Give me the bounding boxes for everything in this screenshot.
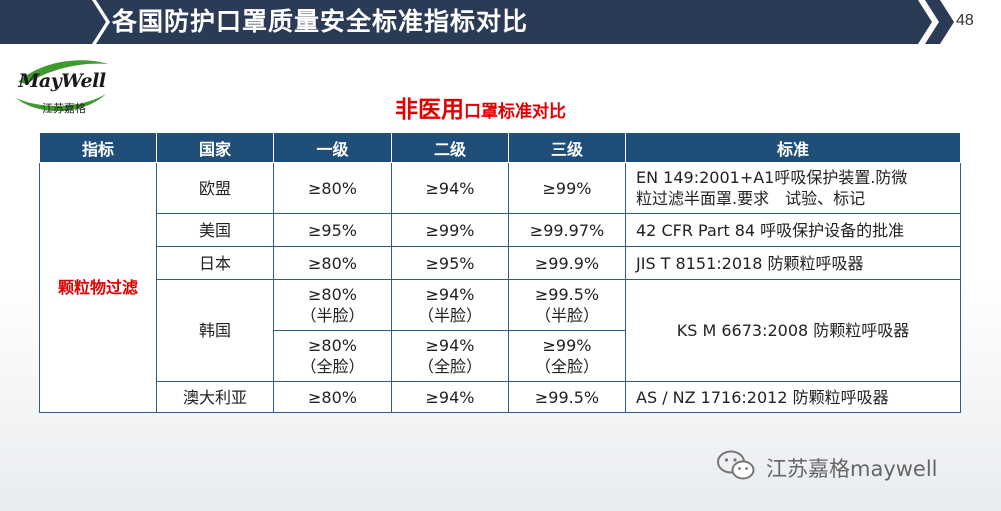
level-3-cell: ≥99% （全脸） [508,330,626,382]
standard-cell: KS M 6673:2008 防颗粒呼吸器 [625,279,961,382]
standard-line-2: 粒过滤半面罩.要求 试验、标记 [636,189,866,208]
table-header-row: 指标 国家 一级 二级 三级 标准 [39,132,961,163]
header-level-1: 一级 [273,132,392,163]
company-logo: MayWell 江苏嘉格 [12,54,112,122]
level-1-cell: ≥80% （半脸） [273,279,392,331]
level-note: （全脸） [417,357,482,376]
standard-cell: 42 CFR Part 84 呼吸保护设备的批准 [625,213,961,247]
standard-cell: JIS T 8151:2018 防颗粒呼吸器 [625,246,961,280]
level-value: ≥80% [308,336,357,355]
level-1-cell: ≥80% [273,381,392,413]
table-row: 美国 ≥95% ≥99% ≥99.97% 42 CFR Part 84 呼吸保护… [40,213,961,247]
level-value: ≥94% [425,285,475,304]
level-2-cell: ≥94% （全脸） [391,330,509,382]
level-note: （全脸） [300,357,365,376]
level-2-cell: ≥94% （半脸） [391,279,509,331]
header-standard: 标准 [625,132,961,163]
header-indicator: 指标 [39,132,157,163]
table-row: 颗粒物过滤 欧盟 ≥80% ≥94% ≥99% EN 149:2001+A1呼吸… [39,162,961,413]
level-2-cell: ≥94% [391,162,509,214]
country-cell: 韩国 [156,279,274,382]
level-note: （半脸） [300,306,365,325]
table-row: 日本 ≥80% ≥95% ≥99.9% JIS T 8151:2018 防颗粒呼… [40,246,961,280]
level-3-cell: ≥99.9% [508,246,626,280]
level-1-cell: ≥95% [273,213,392,247]
level-3-cell: ≥99% [508,162,626,214]
logo-subtext: 江苏嘉格 [42,102,86,115]
header-level-3: 三级 [508,132,626,163]
table-subtitle: 非医用口罩标准对比 [395,90,566,124]
standard-cell: AS / NZ 1716:2012 防颗粒呼吸器 [625,381,961,413]
level-2-cell: ≥95% [391,246,509,280]
table-row: 澳大利亚 ≥80% ≥94% ≥99.5% AS / NZ 1716:2012 … [40,381,961,413]
country-cell: 欧盟 [156,162,274,214]
watermark-text: 江苏嘉格maywell [766,457,938,481]
level-value: ≥99% [542,336,592,355]
level-2-cell: ≥99% [391,213,509,247]
level-note: （半脸） [417,306,482,325]
standards-table: 指标 国家 一级 二级 三级 标准 颗粒物过滤 欧盟 ≥80% ≥94% ≥99… [39,132,961,413]
level-note: （半脸） [534,306,599,325]
indicator-cell: 颗粒物过滤 [39,162,157,413]
level-2-cell: ≥94% [391,381,509,413]
header-shape [0,0,954,44]
level-1-cell: ≥80% （全脸） [273,330,392,382]
level-value: ≥99.5% [534,285,600,304]
table-row: ≥80% （全脸） ≥94% （全脸） ≥99% （全脸） [40,330,961,382]
standard-line-1: EN 149:2001+A1呼吸保护装置.防微 [636,168,908,187]
logo-wordmark: MayWell [18,70,106,92]
level-value: ≥80% [308,285,357,304]
wechat-icon [717,450,755,480]
level-note: （全脸） [534,357,599,376]
page-number: 48 [956,12,974,29]
country-cell: 美国 [156,213,274,247]
level-3-cell: ≥99.97% [508,213,626,247]
subtitle-rest: 口罩标准对比 [464,102,566,122]
level-3-cell: ≥99.5% [508,381,626,413]
page-title: 各国防护口罩质量安全标准指标对比 [112,7,529,36]
standard-cell: EN 149:2001+A1呼吸保护装置.防微 粒过滤半面罩.要求 试验、标记 [625,162,961,214]
country-cell: 澳大利亚 [156,381,274,413]
slide-header: 各国防护口罩质量安全标准指标对比 48 [0,0,1001,44]
level-3-cell: ≥99.5% （半脸） [508,279,626,331]
level-1-cell: ≥80% [273,246,392,280]
level-1-cell: ≥80% [273,162,392,214]
subtitle-main: 非医用 [395,96,464,123]
header-level-2: 二级 [391,132,509,163]
country-cell: 日本 [156,246,274,280]
level-value: ≥94% [425,336,475,355]
header-country: 国家 [156,132,274,163]
logo-swoosh-icon [16,60,108,112]
table-row: 韩国 ≥80% （半脸） ≥94% （半脸） ≥99.5% （半脸） KS M … [40,279,961,382]
